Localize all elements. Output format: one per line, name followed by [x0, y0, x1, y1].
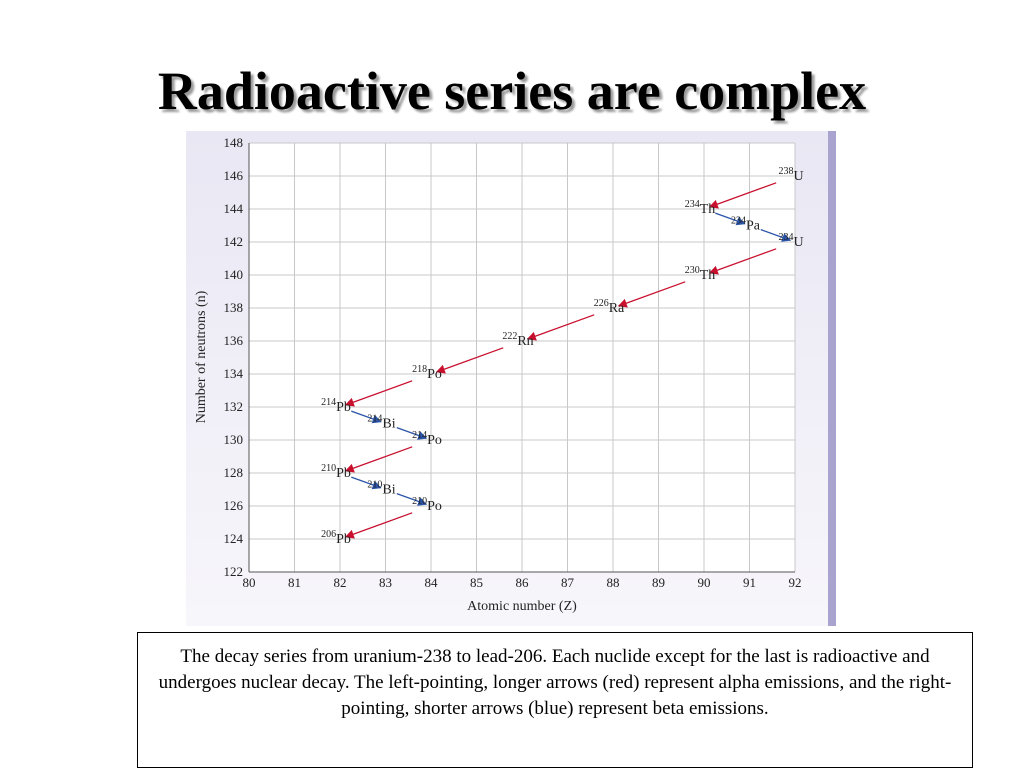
- x-tick-label: 84: [425, 575, 439, 590]
- nuclide-mass-number: 206: [321, 529, 336, 540]
- nuclide-label: 234Pa: [731, 216, 761, 234]
- nuclide-symbol: Pb: [336, 400, 351, 415]
- decay-arrows: [344, 182, 792, 539]
- figure-caption: The decay series from uranium-238 to lea…: [137, 632, 973, 768]
- nuclide-symbol: Pa: [746, 219, 761, 234]
- nuclide-symbol: U: [793, 235, 803, 250]
- y-tick-label: 134: [224, 366, 244, 381]
- nuclide-label: 210Bi: [367, 480, 395, 498]
- y-tick-label: 132: [224, 399, 244, 414]
- nuclide-label: 210Pb: [321, 463, 351, 481]
- nuclide-symbol: Bi: [382, 417, 395, 432]
- alpha-decay-arrow: [435, 347, 504, 374]
- nuclide-label: 230Th: [685, 265, 716, 283]
- y-tick-label: 146: [224, 168, 244, 183]
- alpha-decay-arrow: [344, 512, 413, 539]
- nuclide-label: 218Po: [412, 364, 442, 382]
- nuclide-symbol: Po: [427, 367, 442, 382]
- nuclide-symbol: Bi: [382, 483, 395, 498]
- nuclide-symbol: Rn: [517, 334, 533, 349]
- nuclide-mass-number: 214: [321, 397, 336, 408]
- x-tick-label: 83: [379, 575, 392, 590]
- y-tick-label: 122: [224, 564, 244, 579]
- decay-series-chart: 122 124 126 128 130 132 134 136 138 140 142 144 146 1…: [194, 135, 804, 614]
- nuclide-mass-number: 210: [321, 463, 336, 474]
- alpha-decay-arrow: [708, 182, 777, 209]
- nuclide-symbol: Po: [427, 433, 442, 448]
- nuclide-symbol: Po: [427, 499, 442, 514]
- x-axis-label: Atomic number (Z): [467, 599, 577, 614]
- nuclide-symbol: Pb: [336, 532, 351, 547]
- nuclide-label: 210Po: [412, 496, 442, 514]
- y-tick-label: 138: [224, 300, 244, 315]
- x-tick-label: 80: [243, 575, 256, 590]
- y-tick-label: 130: [224, 432, 244, 447]
- y-tick-label: 144: [224, 201, 244, 216]
- nuclide-mass-number: 234: [685, 199, 700, 210]
- y-tick-label: 142: [224, 234, 244, 249]
- nuclide-label: 234U: [778, 232, 803, 250]
- nuclide-label: 234Th: [685, 199, 716, 217]
- y-axis-label: Number of neutrons (n): [194, 290, 209, 423]
- nuclide-symbol: U: [793, 169, 803, 184]
- grid-lines: [248, 142, 796, 573]
- y-tick-labels: 122 124 126 128 130 132 134 136 138 140 142 144 146 1…: [224, 135, 244, 579]
- x-tick-label: 91: [743, 575, 756, 590]
- x-tick-label: 86: [516, 575, 530, 590]
- beta-decay-arrow: [715, 212, 746, 226]
- x-tick-label: 81: [288, 575, 301, 590]
- alpha-decay-arrow: [344, 446, 413, 473]
- axes: [248, 143, 795, 573]
- y-tick-label: 136: [224, 333, 244, 348]
- beta-decay-arrow: [351, 410, 382, 424]
- alpha-decay-arrow: [344, 380, 413, 407]
- x-tick-label: 92: [789, 575, 802, 590]
- alpha-decay-arrow: [708, 248, 777, 275]
- x-tick-label: 89: [652, 575, 665, 590]
- nuclide-label: 238U: [778, 166, 803, 184]
- x-tick-label: 85: [470, 575, 483, 590]
- y-tick-label: 124: [224, 531, 244, 546]
- nuclide-mass-number: 218: [412, 364, 427, 375]
- x-tick-label: 90: [698, 575, 711, 590]
- nuclide-symbol: Th: [700, 268, 716, 283]
- nuclide-label: 214Pb: [321, 397, 351, 415]
- x-tick-label: 82: [334, 575, 347, 590]
- y-tick-label: 128: [224, 465, 244, 480]
- x-tick-label: 87: [561, 575, 575, 590]
- nuclide-mass-number: 230: [685, 265, 700, 276]
- nuclide-symbol: Ra: [609, 301, 625, 316]
- nuclide-label: 206Pb: [321, 529, 351, 547]
- nuclide-mass-number: 238: [778, 166, 793, 177]
- nuclide-mass-number: 214: [412, 430, 427, 441]
- nuclide-mass-number: 210: [367, 480, 382, 491]
- beta-decay-arrow: [760, 228, 792, 242]
- y-tick-label: 126: [224, 498, 244, 513]
- nuclide-mass-number: 222: [502, 331, 517, 342]
- nuclide-labels: 238U234Th234Pa234U230Th226Ra222Rn218Po21…: [321, 166, 803, 547]
- nuclide-mass-number: 214: [367, 414, 382, 425]
- nuclide-mass-number: 210: [412, 496, 427, 507]
- beta-decay-arrow: [351, 476, 382, 490]
- nuclide-symbol: Pb: [336, 466, 351, 481]
- x-tick-labels: 80 81 82 83 84 85 86 87 88 89 90 91 92: [243, 575, 802, 590]
- alpha-decay-arrow: [526, 314, 595, 341]
- beta-decay-arrow: [396, 426, 428, 440]
- nuclide-label: 214Po: [412, 430, 442, 448]
- nuclide-mass-number: 234: [778, 232, 793, 243]
- nuclide-mass-number: 234: [731, 216, 746, 227]
- beta-decay-arrow: [396, 492, 428, 506]
- nuclide-symbol: Th: [700, 202, 716, 217]
- nuclide-mass-number: 226: [594, 298, 609, 309]
- y-tick-label: 148: [224, 135, 244, 150]
- slide-title: Radioactive series are complex: [157, 61, 867, 121]
- x-tick-label: 88: [607, 575, 620, 590]
- nuclide-label: 214Bi: [367, 414, 395, 432]
- y-tick-label: 140: [224, 267, 244, 282]
- nuclide-label: 222Rn: [502, 331, 533, 349]
- nuclide-label: 226Ra: [594, 298, 625, 316]
- alpha-decay-arrow: [617, 281, 686, 308]
